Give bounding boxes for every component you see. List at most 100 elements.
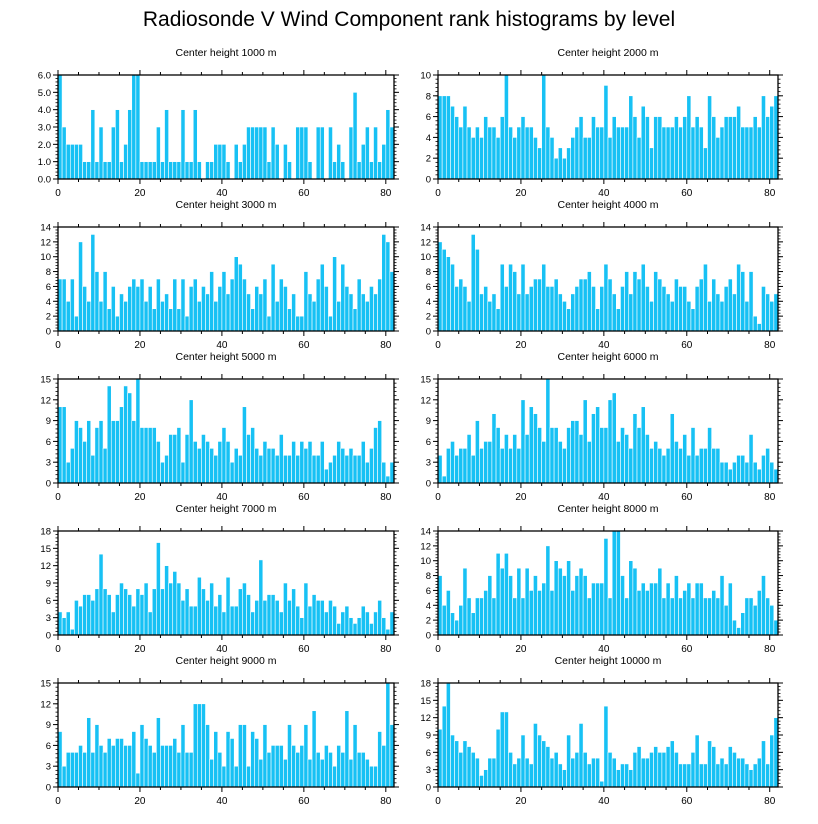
plot-frame — [57, 226, 395, 332]
histogram-bar — [732, 619, 737, 636]
histogram-bar — [665, 746, 671, 788]
histogram-bar — [566, 308, 571, 332]
y-tick-label: 0 — [46, 631, 51, 642]
histogram-bar — [98, 553, 104, 636]
histogram-bar — [586, 441, 592, 484]
histogram-bar — [319, 441, 325, 484]
histogram-bar — [657, 567, 663, 636]
histogram-bar — [441, 475, 447, 484]
histogram-bar — [537, 147, 542, 180]
histogram-bar — [147, 745, 153, 788]
histogram-bar — [690, 752, 696, 788]
histogram-bar — [665, 293, 671, 332]
histogram-bar — [458, 126, 464, 180]
histogram-bar — [566, 734, 571, 788]
x-tick-label: 0 — [435, 492, 441, 503]
histogram-bar — [307, 758, 313, 788]
y-tick-label: 0 — [46, 327, 51, 338]
histogram-bar — [139, 278, 145, 332]
histogram-bar — [74, 420, 79, 484]
y-tick-label: 12 — [420, 237, 431, 248]
x-tick-label: 20 — [134, 492, 146, 503]
histogram-bar — [65, 461, 71, 484]
histogram-bar — [599, 582, 605, 636]
histogram-bar — [201, 703, 206, 788]
histogram-bar — [732, 116, 737, 180]
histogram-bar — [262, 724, 268, 788]
histogram-bar — [283, 286, 288, 332]
histogram-bar — [719, 757, 725, 788]
histogram-bar — [332, 256, 337, 332]
x-tick-label: 40 — [216, 644, 228, 655]
histogram-bar — [504, 711, 509, 788]
histogram-bar — [665, 582, 671, 636]
histogram-bar — [90, 752, 96, 788]
histogram-bar — [160, 300, 165, 332]
rank-histogram-panel: Center height 10000 m 0 20 40 60 80 0 3 6 9 12 15 18 — [420, 655, 783, 807]
histogram-bar — [636, 278, 642, 332]
histogram-bar — [694, 582, 700, 636]
histogram-bar — [636, 137, 642, 180]
histogram-bar — [336, 623, 342, 636]
histogram-bar — [475, 420, 480, 484]
histogram-bar — [369, 623, 374, 636]
histogram-bar — [769, 105, 775, 180]
histogram-bar — [727, 278, 733, 332]
histogram-bar — [661, 752, 667, 788]
histogram-bar — [328, 461, 333, 484]
histogram-bar — [254, 286, 260, 332]
histogram-bar — [274, 300, 280, 332]
histogram-bar — [336, 441, 342, 484]
figure-title: Radiosonde V Wind Component rank histogr… — [142, 8, 676, 31]
histogram-bar — [78, 144, 83, 180]
histogram-bar — [65, 611, 71, 636]
histogram-bar — [487, 757, 493, 788]
x-tick-label: 20 — [515, 644, 527, 655]
histogram-bar — [102, 161, 108, 180]
histogram-bar — [381, 144, 387, 180]
histogram-bar — [237, 161, 243, 180]
histogram-bar — [201, 286, 206, 332]
histogram-bar — [603, 705, 609, 788]
histogram-bar — [344, 454, 350, 484]
histogram-bar — [213, 731, 219, 788]
histogram-bar — [628, 448, 634, 484]
histogram-bar — [607, 137, 613, 180]
histogram-bar — [769, 300, 775, 332]
y-tick-label: 15 — [40, 375, 51, 386]
histogram-bar — [603, 427, 609, 484]
histogram-bar — [719, 300, 725, 332]
histogram-bar — [640, 406, 646, 484]
histogram-bar — [491, 757, 497, 788]
histogram-bar — [479, 775, 484, 788]
histogram-bar — [487, 300, 493, 332]
histogram-bar — [769, 734, 775, 788]
histogram-bar — [483, 286, 489, 332]
histogram-bar — [744, 300, 750, 332]
histogram-bar — [524, 757, 530, 788]
histogram-bar — [557, 147, 563, 180]
histogram-bar — [595, 757, 601, 788]
histogram-bar — [698, 448, 704, 484]
histogram-bar — [645, 116, 650, 180]
histogram-bar — [533, 575, 538, 636]
histogram-bar — [653, 746, 659, 788]
histogram-bar — [381, 234, 387, 332]
histogram-bar — [462, 740, 468, 788]
histogram-bar — [135, 286, 141, 332]
histogram-bar — [110, 611, 116, 636]
histogram-bar — [82, 441, 87, 484]
histogram-bar — [744, 126, 750, 180]
histogram-bar — [719, 461, 725, 484]
histogram-bar — [213, 454, 219, 484]
y-tick-label: 12 — [420, 395, 431, 406]
histogram-bar — [164, 454, 169, 484]
rank-histogram-panel: Center height 2000 m 0 20 40 60 80 0 2 4 6 8 10 — [420, 47, 783, 199]
histogram-bar — [86, 420, 92, 484]
histogram-bar — [61, 765, 67, 788]
histogram-bar — [740, 454, 746, 484]
histogram-bar — [250, 427, 255, 484]
histogram-bar — [727, 582, 733, 636]
histogram-bar — [715, 448, 721, 484]
x-tick-label: 20 — [134, 340, 146, 351]
